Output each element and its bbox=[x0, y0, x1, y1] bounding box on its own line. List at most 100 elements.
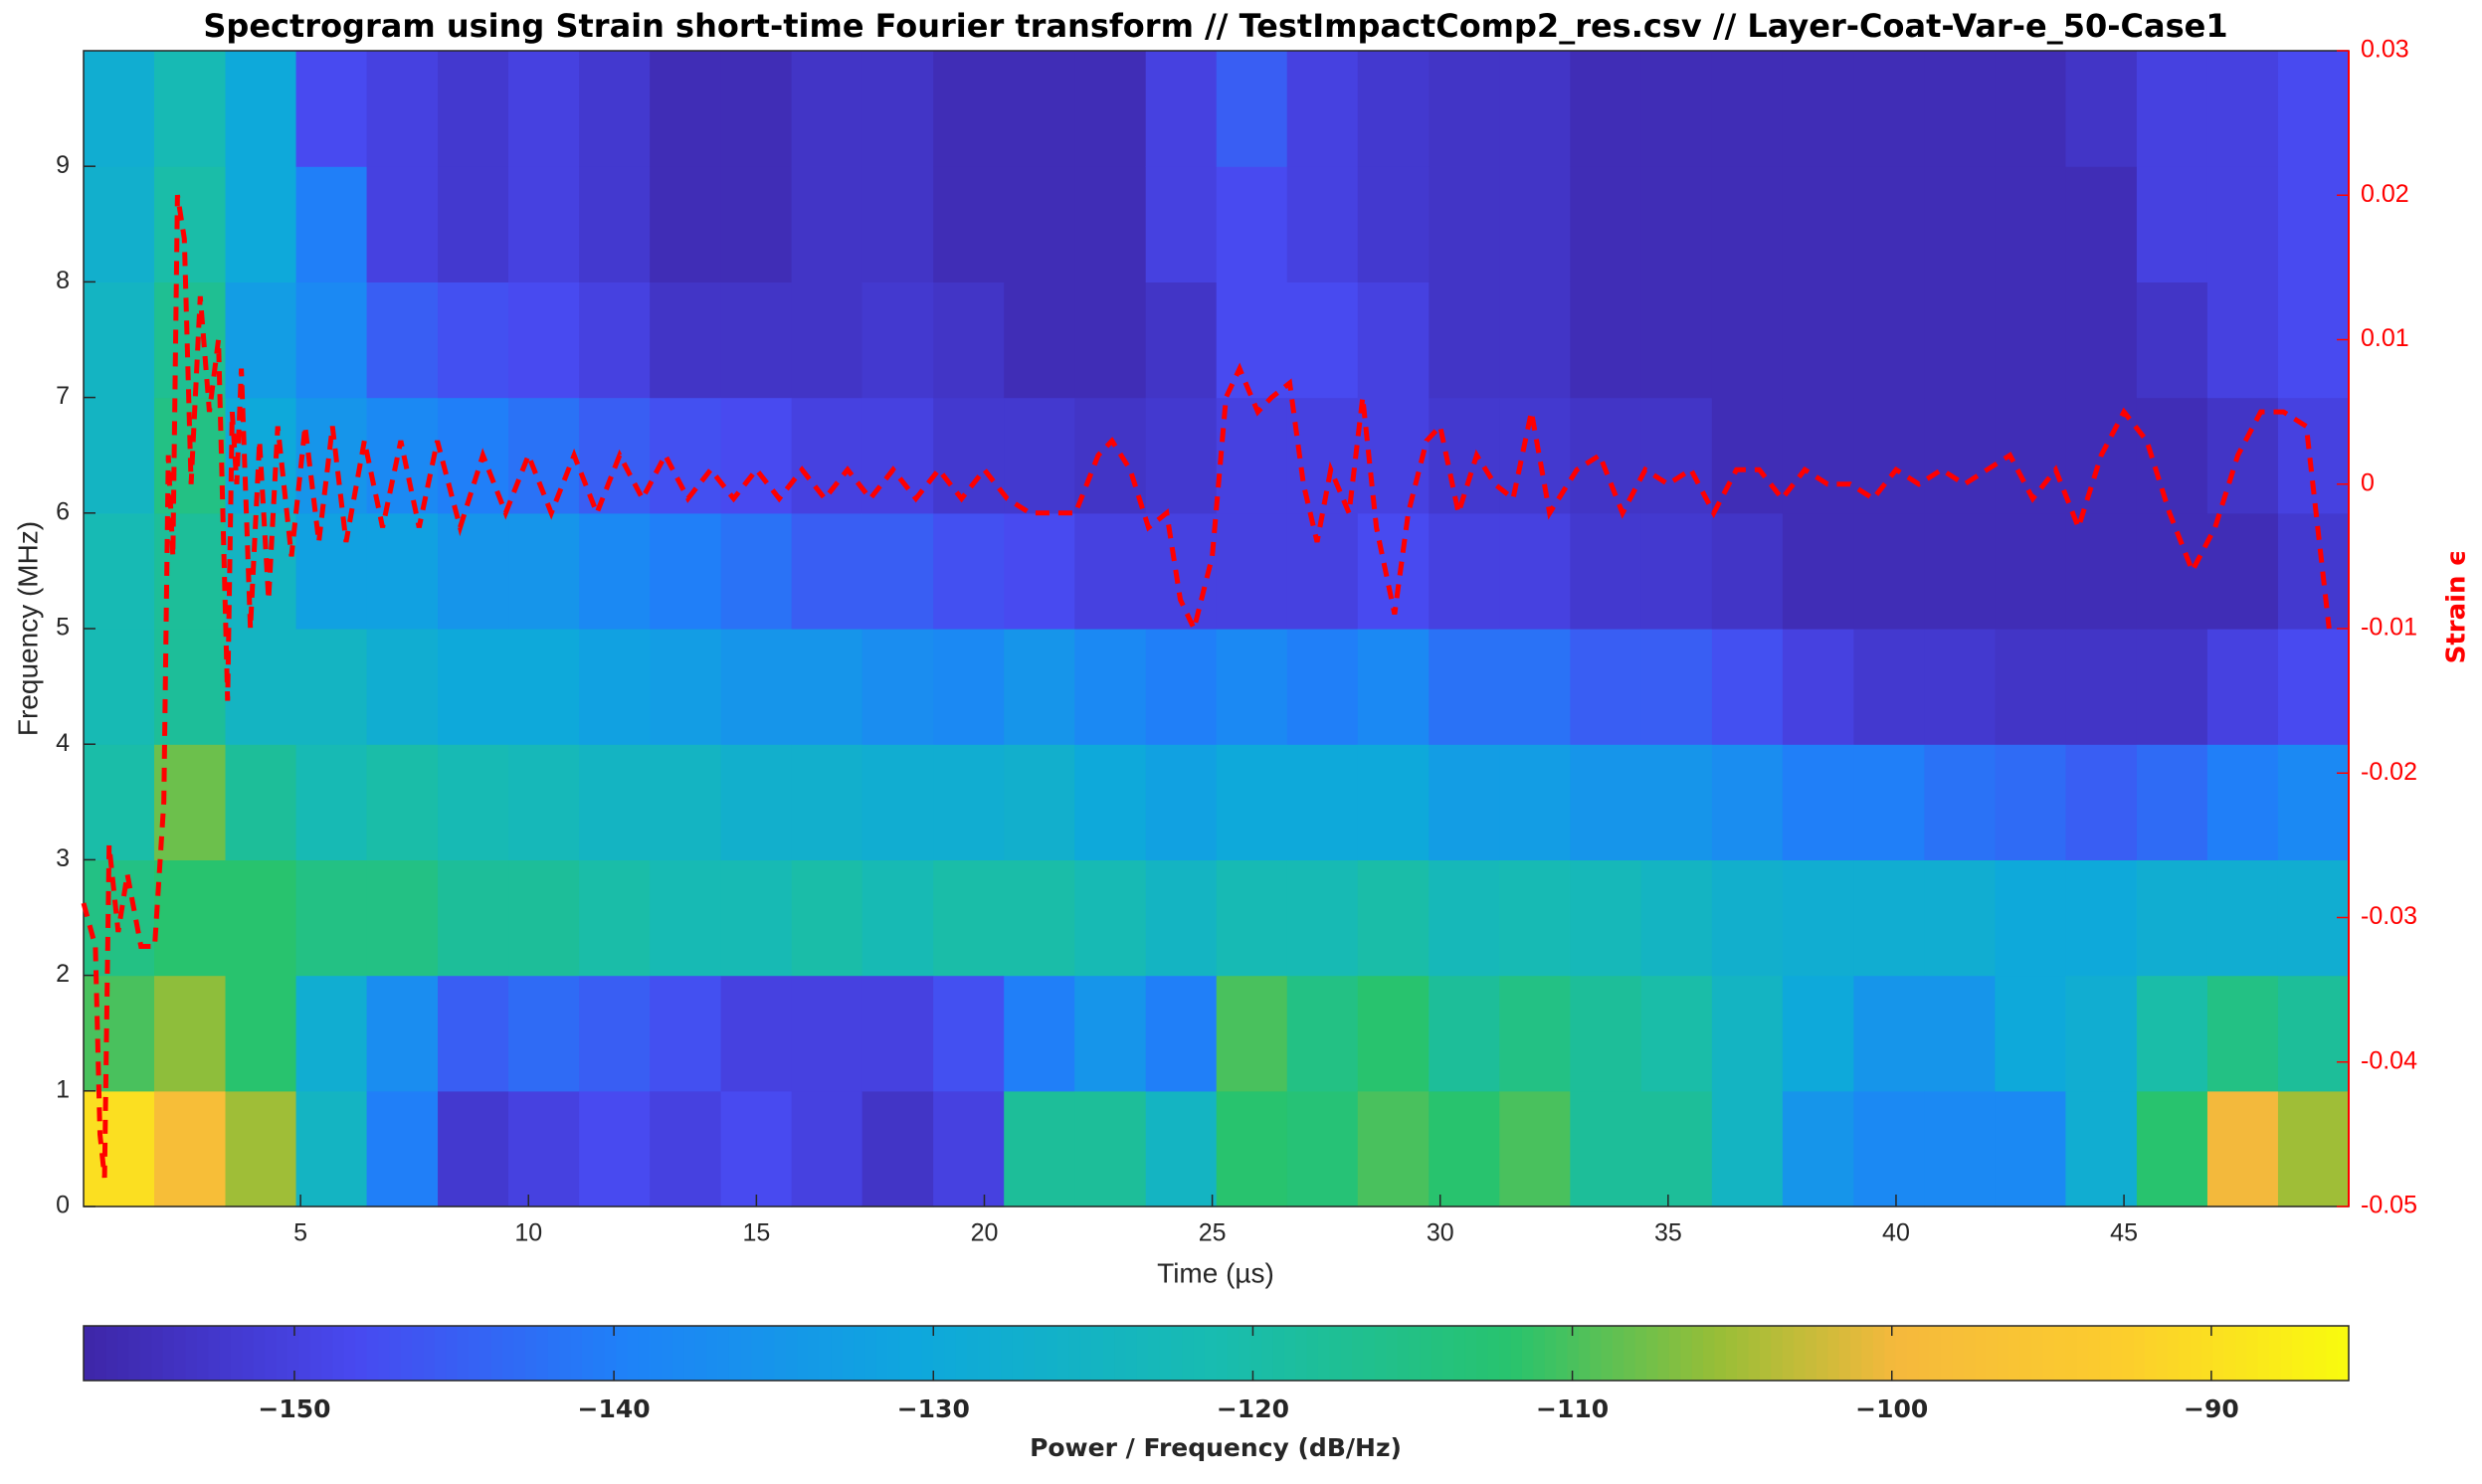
colorbar-swatch bbox=[1838, 1326, 1851, 1381]
heatmap-cell bbox=[1853, 397, 1925, 514]
heatmap-cell bbox=[1640, 512, 1713, 630]
colorbar-swatch bbox=[2292, 1326, 2305, 1381]
heatmap-cell bbox=[1570, 975, 1642, 1092]
colorbar-swatch bbox=[2076, 1326, 2089, 1381]
colorbar-swatch bbox=[1952, 1326, 1965, 1381]
colorbar-swatch bbox=[2200, 1326, 2213, 1381]
colorbar-swatch bbox=[2235, 1326, 2248, 1381]
heatmap-cell bbox=[1357, 744, 1430, 860]
heatmap-cell bbox=[1286, 629, 1359, 745]
heatmap-cell bbox=[1216, 512, 1288, 630]
colorbar-swatch bbox=[751, 1326, 764, 1381]
colorbar-swatch bbox=[2019, 1326, 2032, 1381]
y-axis-label: Frequency (MHz) bbox=[12, 521, 43, 736]
heatmap-cell bbox=[295, 512, 368, 630]
heatmap-cell bbox=[2065, 512, 2138, 630]
heatmap-cell bbox=[1570, 859, 1642, 977]
colorbar-label: Power / Frequency (dB/Hz) bbox=[1030, 1433, 1402, 1462]
heatmap-cell bbox=[2136, 629, 2208, 745]
colorbar-swatch bbox=[967, 1326, 980, 1381]
heatmap-cell bbox=[1853, 1090, 1925, 1207]
colorbar-swatch bbox=[1001, 1326, 1014, 1381]
colorbar-swatch bbox=[162, 1326, 175, 1381]
colorbar-swatch bbox=[1872, 1326, 1885, 1381]
colorbar-swatch bbox=[378, 1326, 390, 1381]
x-tick-label: 25 bbox=[1199, 1219, 1227, 1247]
heatmap-cell bbox=[438, 166, 509, 282]
colorbar-swatch bbox=[1182, 1326, 1195, 1381]
heatmap-cell bbox=[1570, 629, 1642, 745]
heatmap-cell bbox=[84, 975, 155, 1092]
colorbar-swatch bbox=[1136, 1326, 1149, 1381]
heatmap-cell bbox=[1216, 51, 1288, 167]
colorbar-swatch bbox=[728, 1326, 741, 1381]
heatmap-cell bbox=[650, 397, 722, 514]
colorbar-swatch bbox=[2246, 1326, 2259, 1381]
heatmap-cell bbox=[1286, 166, 1359, 282]
heatmap-cell bbox=[2136, 281, 2208, 399]
heatmap-cell bbox=[2136, 859, 2208, 977]
heatmap-cell bbox=[366, 166, 439, 282]
heatmap-cell bbox=[1499, 512, 1571, 630]
x-tick-label: 45 bbox=[2110, 1219, 2138, 1247]
heatmap-cell bbox=[1924, 975, 1997, 1092]
colorbar-swatch bbox=[2280, 1326, 2293, 1381]
heatmap-cell bbox=[579, 629, 651, 745]
heatmap-cell bbox=[2206, 975, 2279, 1092]
y2-tick-label: 0.02 bbox=[2361, 180, 2409, 208]
colorbar-swatch bbox=[763, 1326, 776, 1381]
heatmap-cell bbox=[1216, 1090, 1288, 1207]
colorbar-swatch bbox=[1612, 1326, 1624, 1381]
colorbar-swatch bbox=[1148, 1326, 1161, 1381]
colorbar-swatch bbox=[683, 1326, 696, 1381]
heatmap-cell bbox=[1782, 629, 1854, 745]
heatmap-cell bbox=[438, 1090, 509, 1207]
colorbar-swatch bbox=[1283, 1326, 1296, 1381]
heatmap-cell bbox=[1004, 397, 1075, 514]
y2-axis-label: Strain ϵ bbox=[2442, 550, 2472, 664]
colorbar-swatch bbox=[309, 1326, 322, 1381]
heatmap bbox=[84, 51, 2350, 1207]
colorbar-swatch bbox=[1193, 1326, 1206, 1381]
heatmap-cell bbox=[1711, 512, 1784, 630]
colorbar-swatch bbox=[355, 1326, 368, 1381]
heatmap-cell bbox=[1924, 859, 1997, 977]
heatmap-cell bbox=[154, 1090, 227, 1207]
colorbar-swatch bbox=[513, 1326, 526, 1381]
colorbar-swatch bbox=[559, 1326, 572, 1381]
colorbar-swatch bbox=[1590, 1326, 1603, 1381]
heatmap-cell bbox=[720, 166, 793, 282]
heatmap-cell bbox=[1074, 1090, 1147, 1207]
colorbar-swatch bbox=[1340, 1326, 1353, 1381]
colorbar-swatch bbox=[2031, 1326, 2044, 1381]
colorbar-swatch bbox=[1850, 1326, 1863, 1381]
colorbar-swatch bbox=[1170, 1326, 1183, 1381]
heatmap-cell bbox=[1640, 397, 1713, 514]
x-tick-label: 10 bbox=[514, 1219, 542, 1247]
heatmap-cell bbox=[1853, 51, 1925, 167]
colorbar-swatch bbox=[1091, 1326, 1104, 1381]
heatmap-cell bbox=[1570, 512, 1642, 630]
heatmap-cell bbox=[1216, 629, 1288, 745]
heatmap-cell bbox=[791, 397, 863, 514]
colorbar-swatch bbox=[581, 1326, 594, 1381]
heatmap-cell bbox=[1853, 166, 1925, 282]
colorbar-swatch bbox=[2303, 1326, 2316, 1381]
heatmap-cell bbox=[84, 512, 155, 630]
colorbar-swatch bbox=[1272, 1326, 1285, 1381]
colorbar-swatch bbox=[423, 1326, 436, 1381]
heatmap-cell bbox=[2206, 859, 2279, 977]
heatmap-cell bbox=[1711, 744, 1784, 860]
heatmap-cell bbox=[1429, 629, 1500, 745]
heatmap-cell bbox=[1216, 166, 1288, 282]
heatmap-cell bbox=[1711, 1090, 1784, 1207]
colorbar-swatch bbox=[1567, 1326, 1580, 1381]
colorbar-swatch bbox=[1205, 1326, 1218, 1381]
heatmap-cell bbox=[1074, 975, 1147, 1092]
heatmap-cell bbox=[2206, 1090, 2279, 1207]
heatmap-cell bbox=[295, 1090, 368, 1207]
y-tick-label: 4 bbox=[56, 729, 70, 757]
colorbar-swatch bbox=[627, 1326, 640, 1381]
heatmap-cell bbox=[225, 629, 297, 745]
heatmap-cell bbox=[1640, 744, 1713, 860]
